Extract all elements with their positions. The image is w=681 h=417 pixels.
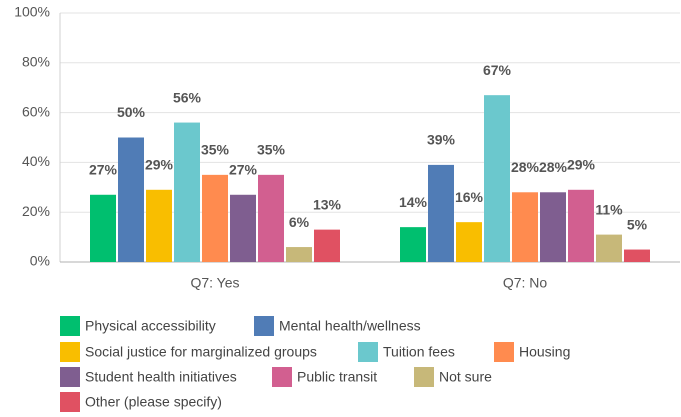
legend-label: Social justice for marginalized groups <box>85 344 317 360</box>
legend-swatch <box>254 316 274 336</box>
value-label: 16% <box>455 189 484 205</box>
value-label: 14% <box>399 194 428 210</box>
bar <box>174 122 200 262</box>
legend-label: Tuition fees <box>383 344 455 360</box>
bar <box>118 137 144 262</box>
legend-swatch <box>494 342 514 362</box>
bar <box>596 234 622 262</box>
value-label: 29% <box>145 156 174 172</box>
legend-swatch <box>414 367 434 387</box>
legend-label: Public transit <box>297 369 377 385</box>
y-tick-label: 0% <box>30 253 50 269</box>
bar <box>314 229 340 262</box>
bar <box>400 227 426 262</box>
y-tick-label: 60% <box>22 103 50 119</box>
y-tick-label: 40% <box>22 153 50 169</box>
value-label: 35% <box>201 142 230 158</box>
value-label: 6% <box>289 214 310 230</box>
x-tick-label: Q7: No <box>503 275 548 291</box>
bar <box>484 95 510 262</box>
value-label: 56% <box>173 89 202 105</box>
bar <box>624 249 650 262</box>
bar <box>568 189 594 262</box>
y-tick-label: 100% <box>14 4 50 20</box>
legend-swatch <box>60 367 80 387</box>
bar <box>512 192 538 262</box>
bar <box>286 247 312 262</box>
value-label: 13% <box>313 196 342 212</box>
bar <box>202 174 228 262</box>
bar <box>456 222 482 262</box>
legend-swatch <box>60 392 80 412</box>
value-label: 11% <box>595 201 623 217</box>
value-label: 27% <box>229 161 258 177</box>
bar <box>258 174 284 262</box>
bar <box>146 189 172 262</box>
bar <box>230 194 256 262</box>
value-label: 39% <box>427 132 456 148</box>
y-tick-label: 80% <box>22 54 50 70</box>
legend-label: Student health initiatives <box>85 369 237 385</box>
legend-swatch <box>60 316 80 336</box>
bar <box>428 164 454 262</box>
legend-swatch <box>60 342 80 362</box>
value-label: 5% <box>627 216 648 232</box>
legend-swatch <box>358 342 378 362</box>
value-label: 35% <box>257 142 286 158</box>
legend-label: Housing <box>519 344 570 360</box>
legend-label: Not sure <box>439 369 492 385</box>
value-label: 50% <box>117 104 146 120</box>
value-label: 28% <box>511 159 540 175</box>
legend-label: Mental health/wellness <box>279 318 421 334</box>
legend-label: Physical accessibility <box>85 318 216 334</box>
bar <box>540 192 566 262</box>
value-label: 27% <box>89 161 118 177</box>
bar <box>90 194 116 262</box>
value-label: 67% <box>483 62 512 78</box>
legend-swatch <box>272 367 292 387</box>
legend-label: Other (please specify) <box>85 394 222 410</box>
x-tick-label: Q7: Yes <box>190 275 239 291</box>
value-label: 29% <box>567 156 596 172</box>
value-label: 28% <box>539 159 568 175</box>
y-tick-label: 20% <box>22 203 50 219</box>
